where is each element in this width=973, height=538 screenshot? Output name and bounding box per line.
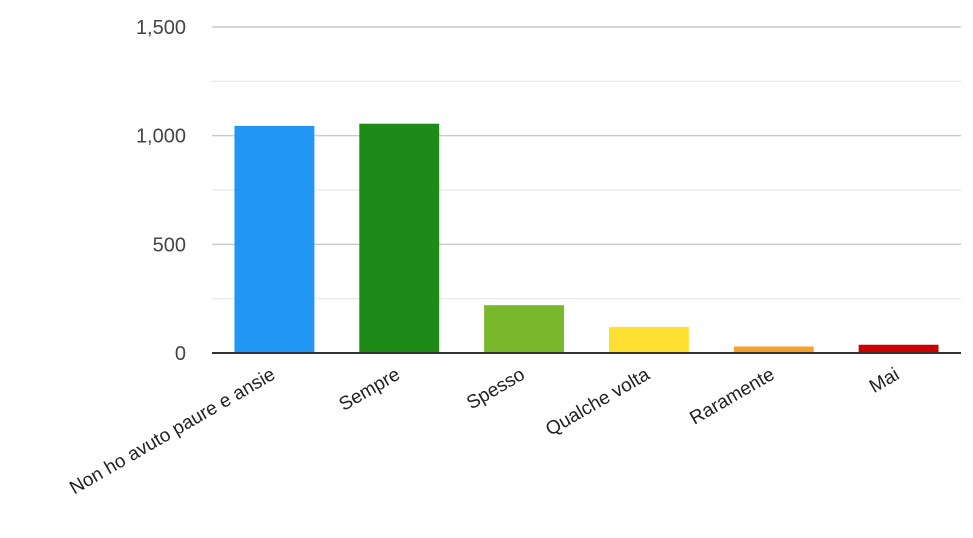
bar[interactable] [359, 123, 440, 353]
y-tick-label: 0 [175, 343, 186, 365]
x-tick-label: Mai [866, 364, 903, 397]
x-axis: Non ho avuto paure e ansie Sempre Spesso Qu… [66, 364, 903, 499]
bar[interactable] [234, 125, 315, 354]
bar[interactable] [858, 344, 939, 353]
y-axis: 0 500 1,000 1,500 [136, 17, 186, 365]
bar[interactable] [484, 305, 565, 353]
y-tick-label: 1,000 [136, 126, 186, 148]
x-tick-label: Raramente [686, 364, 778, 429]
bars [234, 123, 939, 354]
y-tick-label: 1,500 [136, 17, 186, 39]
grid-lines [212, 26, 961, 300]
x-tick-label: Spesso [463, 364, 528, 414]
x-tick-label: Non ho avuto paure e ansie [66, 364, 279, 499]
y-tick-label: 500 [153, 234, 186, 256]
bar[interactable] [733, 346, 814, 353]
x-tick-label: Qualche volta [542, 364, 653, 440]
x-tick-label: Sempre [336, 364, 404, 415]
bar[interactable] [608, 326, 689, 353]
